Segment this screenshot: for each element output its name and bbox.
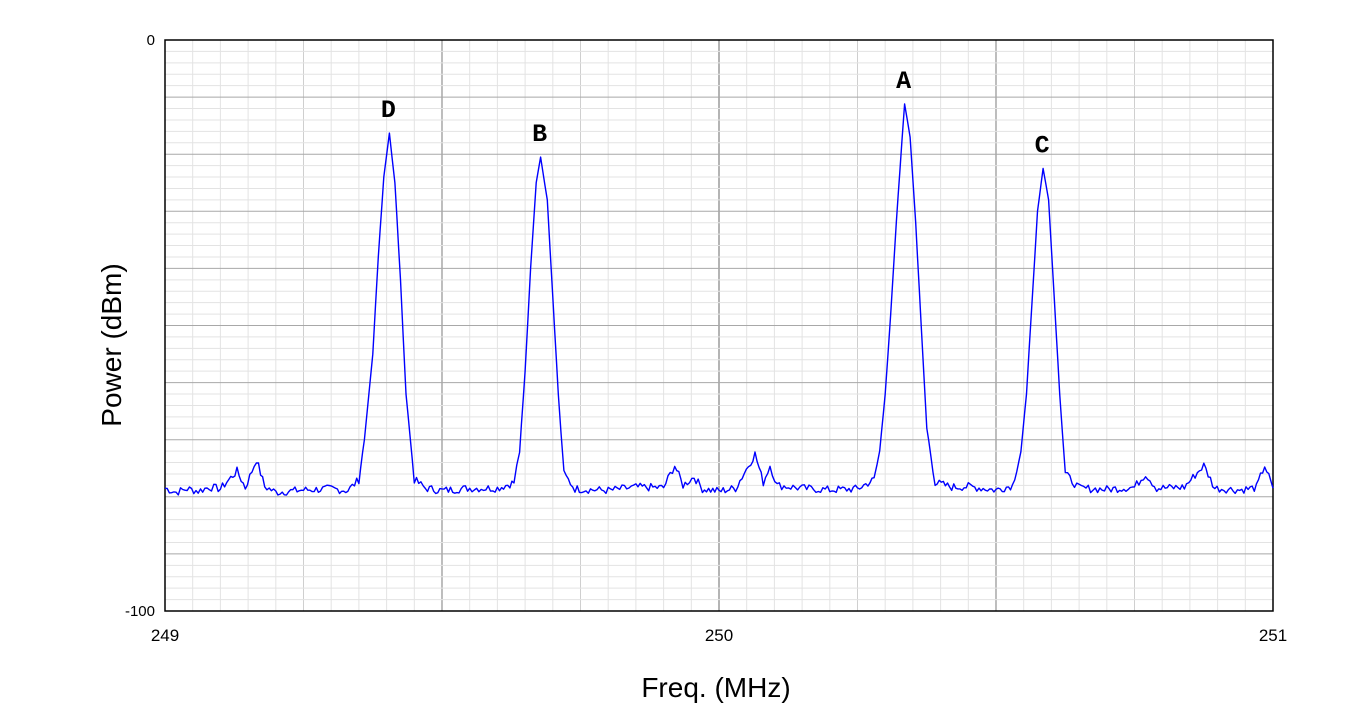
- peak-labels: D B A C: [381, 67, 1050, 161]
- peak-label-b: B: [532, 120, 547, 149]
- peak-label-d: D: [381, 96, 396, 125]
- spectrum-trace: [164, 103, 1274, 496]
- peak-label-c: C: [1035, 131, 1050, 160]
- x-tick-label: 249: [151, 626, 179, 645]
- peak-label-a: A: [896, 67, 911, 96]
- y-axis-label: Power (dBm): [96, 263, 127, 426]
- axis-ticks: 249 250 251 0 -100: [125, 32, 1287, 645]
- x-tick-label: 250: [705, 626, 733, 645]
- y-tick-label: 0: [147, 32, 155, 49]
- x-axis-label: Freq. (MHz): [641, 672, 790, 703]
- grid: [165, 40, 1273, 611]
- plot-frame: [164, 39, 1274, 612]
- y-tick-label: -100: [125, 603, 155, 620]
- x-tick-label: 251: [1259, 626, 1287, 645]
